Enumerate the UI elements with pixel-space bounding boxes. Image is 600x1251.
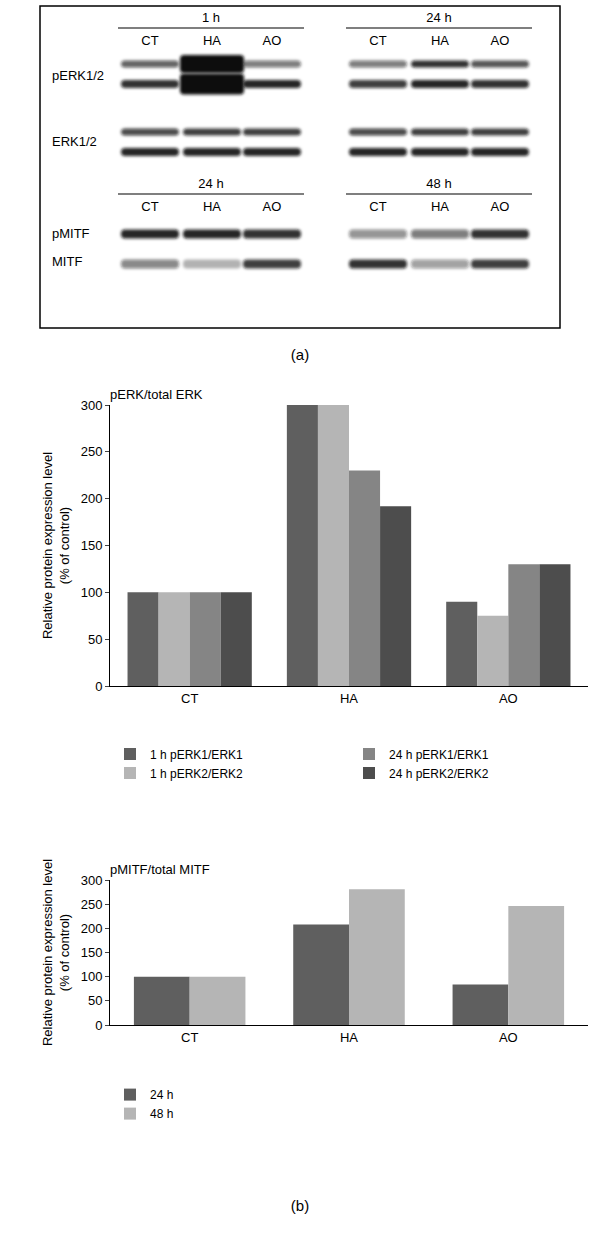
svg-text:300: 300 (81, 873, 103, 888)
svg-text:0: 0 (95, 679, 102, 694)
svg-text:24 h pERK1/ERK1: 24 h pERK1/ERK1 (389, 748, 489, 762)
svg-text:AO: AO (263, 33, 282, 48)
svg-text:HA: HA (340, 691, 358, 706)
svg-text:CT: CT (181, 1030, 198, 1045)
svg-text:250: 250 (81, 444, 103, 459)
svg-text:HA: HA (340, 1030, 358, 1045)
svg-text:24 h: 24 h (426, 10, 451, 25)
svg-text:pERK1/2: pERK1/2 (52, 68, 104, 83)
svg-text:48 h: 48 h (150, 1107, 173, 1121)
svg-text:48 h: 48 h (426, 176, 451, 191)
svg-text:24 h: 24 h (150, 1088, 173, 1102)
svg-text:CT: CT (369, 33, 386, 48)
svg-text:1 h: 1 h (202, 10, 220, 25)
svg-text:pMITF: pMITF (52, 226, 90, 241)
svg-text:300: 300 (81, 398, 103, 413)
svg-text:150: 150 (81, 538, 103, 553)
svg-text:CT: CT (141, 33, 158, 48)
svg-text:pMITF/total MITF: pMITF/total MITF (110, 862, 210, 877)
svg-text:150: 150 (81, 945, 103, 960)
svg-text:100: 100 (81, 969, 103, 984)
svg-text:50: 50 (88, 632, 102, 647)
svg-text:24 h pERK2/ERK2: 24 h pERK2/ERK2 (389, 767, 489, 781)
svg-text:1 h pERK2/ERK2: 1 h pERK2/ERK2 (150, 767, 243, 781)
svg-text:1 h pERK1/ERK1: 1 h pERK1/ERK1 (150, 748, 243, 762)
svg-text:pERK/total ERK: pERK/total ERK (110, 387, 203, 402)
svg-text:24 h: 24 h (198, 176, 223, 191)
svg-text:AO: AO (491, 199, 510, 214)
svg-text:HA: HA (431, 199, 449, 214)
svg-text:250: 250 (81, 897, 103, 912)
svg-text:AO: AO (499, 691, 518, 706)
svg-text:Relative protein expression le: Relative protein expression level(% of c… (40, 859, 72, 1046)
svg-text:CT: CT (181, 691, 198, 706)
svg-text:HA: HA (203, 199, 221, 214)
svg-text:AO: AO (263, 199, 282, 214)
svg-text:200: 200 (81, 921, 103, 936)
html-text:(b): (b) (290, 1197, 310, 1214)
svg-text:CT: CT (369, 199, 386, 214)
svg-text:100: 100 (81, 585, 103, 600)
svg-text:0: 0 (95, 1018, 102, 1033)
svg-text:50: 50 (88, 993, 102, 1008)
svg-text:Relative protein expression le: Relative protein expression level(% of c… (40, 452, 72, 639)
svg-text:HA: HA (431, 33, 449, 48)
svg-text:ERK1/2: ERK1/2 (52, 134, 97, 149)
svg-text:HA: HA (203, 33, 221, 48)
svg-text:CT: CT (141, 199, 158, 214)
svg-text:(a): (a) (291, 346, 309, 363)
svg-text:AO: AO (499, 1030, 518, 1045)
svg-text:200: 200 (81, 491, 103, 506)
svg-text:AO: AO (491, 33, 510, 48)
svg-text:MITF: MITF (52, 254, 82, 269)
